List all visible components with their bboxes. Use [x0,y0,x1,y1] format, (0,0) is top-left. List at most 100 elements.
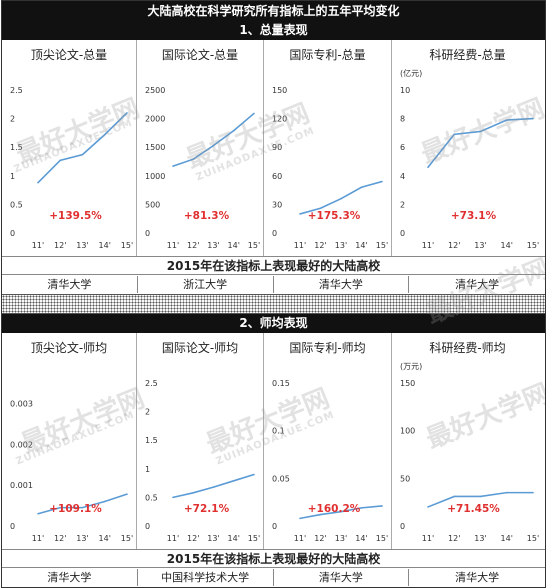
growth-annotation: +109.1% [49,503,102,515]
data-point [319,513,322,516]
line-chart: 0 0.05 0.1 0.15 11' 12' 13' 14' 15' +160.2% [272,379,388,543]
y-tick-label: 0 [10,229,15,238]
x-tick-label: 13' [76,534,88,543]
x-tick-label: 14' [501,241,513,250]
data-point [172,165,174,167]
y-tick-label: 2.5 [10,86,23,95]
x-tick-label: 11' [167,241,179,250]
line-chart: 0 30 60 90 120 150 11' 12' 13' 14' 15' +175.3% [272,86,388,250]
line-chart: 0 0.5 1 1.5 2 2.5 11' 12' 13' 14' 15' +72.1% [145,379,260,543]
growth-annotation: +160.2% [308,503,361,515]
line-chart: 0 50 100 150 11' 12' 13' 14' 15' +71.45% [400,379,539,543]
y-tick-label: 0 [145,229,150,238]
y-tick-label: 0.002 [10,440,33,449]
data-point [232,129,235,132]
data-point [319,207,322,210]
y-tick-label: 0.5 [145,493,158,502]
x-tick-label: 14' [228,534,240,543]
series-line [172,473,255,499]
line-chart: 0 0.5 1 1.5 2 2.5 11' 12' 13' 14' 15' +139.5% [10,86,133,250]
data-point [479,495,482,498]
dotted-separator [2,294,545,314]
y-tick-label: 0 [272,229,277,238]
data-point [212,144,215,147]
chart-panel: 国际论文-师均 0 0.5 1 1.5 2 2.5 11' 12' 13' 14' 15' +72.1% [137,333,264,549]
best-title-total: 2015年在该指标上表现最好的大陆高校 [2,256,545,275]
y-tick-label: 0.5 [10,200,23,209]
y-tick-label: 1.5 [145,436,158,445]
data-point [81,506,84,509]
data-point [427,166,429,169]
y-tick-label: 2 [10,115,15,124]
page-title: 大陆高校在科学研究所有指标上的五年平均变化 [2,1,545,21]
chart-title: 国际专利-总量 [289,48,366,62]
data-point [299,517,301,520]
best-row-per-faculty: 清华大学 中国科学技术大学 清华大学 清华大学 [2,569,545,586]
y-tick-label: 0 [10,522,15,531]
growth-annotation: +71.45% [447,503,500,515]
y-tick-label: 100 [400,427,415,436]
x-tick-label: 12' [448,241,460,250]
y-tick-label: 2.5 [145,379,158,388]
y-tick-label: 10 [400,86,410,95]
x-tick-label: 13' [474,534,486,543]
x-tick-label: 15' [121,241,133,250]
data-point [126,112,128,114]
x-tick-label: 12' [314,534,326,543]
x-tick-label: 14' [355,241,367,250]
x-tick-label: 15' [121,534,133,543]
growth-annotation: +81.3% [184,210,230,222]
data-point [381,180,383,183]
chart-panel: 顶尖论文-总量 0 0.5 1 1.5 2 2.5 11' 12' 13' 14' 15' +139.5… [2,40,137,256]
growth-annotation: +175.3% [308,210,361,222]
x-tick-label: 13' [335,241,347,250]
x-tick-label: 12' [54,241,66,250]
x-tick-label: 15' [376,534,388,543]
x-tick-label: 14' [355,534,367,543]
chart-title: 顶尖论文-总量 [30,48,108,62]
x-tick-label: 13' [474,241,486,250]
growth-annotation: +73.1% [451,210,497,222]
best-university-cell: 清华大学 [455,571,500,584]
y-tick-label: 150 [272,86,287,95]
y-tick-label: 500 [145,200,160,209]
x-tick-label: 12' [314,241,326,250]
series-line [427,117,534,168]
data-point [453,133,456,136]
best-university-cell: 清华大学 [274,276,410,293]
best-university-cell: 清华大学 [274,569,410,586]
data-point [427,506,429,508]
data-point [103,500,106,503]
line-chart: 0 2 4 6 8 10 11' 12' 13' 14' 15' +73.1% [400,86,539,250]
x-tick-label: 12' [54,534,66,543]
x-tick-label: 14' [501,534,513,543]
data-point [37,181,39,184]
x-tick-label: 11' [32,534,44,543]
chart-title: 科研经费-师均 [429,341,506,355]
data-point [360,186,363,189]
chart-title: 顶尖论文-师均 [30,341,108,355]
chart-title: 国际论文-总量 [161,48,239,62]
growth-annotation: +72.1% [184,503,230,515]
section-heading-total: 1、总量表现 [2,21,545,40]
chart-unit-label: (亿元) [400,69,423,78]
line-chart: 0 500 1000 1500 2000 2500 11' 12' 13' 14' 15' +81.3… [145,86,260,250]
data-point [360,507,363,509]
x-tick-label: 12' [448,534,460,543]
x-tick-label: 15' [248,241,260,250]
y-tick-label: 0 [145,522,150,531]
y-tick-label: 0 [400,229,405,238]
growth-annotation: +139.5% [49,210,102,222]
data-point [453,495,456,498]
line-chart: 0 0.001 0.002 0.003 11' 12' 13' 14' 15' +109.1% [10,399,133,543]
y-tick-label: 120 [272,115,287,124]
series-line [37,112,128,184]
x-tick-label: 13' [335,534,347,543]
chart-panel: 科研经费-总量 (亿元) 0 2 4 6 8 10 11' 12' 13' 14' 15' +73.1% [392,40,543,256]
data-point [232,480,235,482]
data-point [103,133,106,136]
data-point [505,119,508,121]
x-tick-label: 14' [99,534,111,543]
chart-panel: 国际专利-总量 0 30 60 90 120 150 11' 12' 13' 14' 15' +175.… [264,40,392,256]
data-point [192,158,195,161]
